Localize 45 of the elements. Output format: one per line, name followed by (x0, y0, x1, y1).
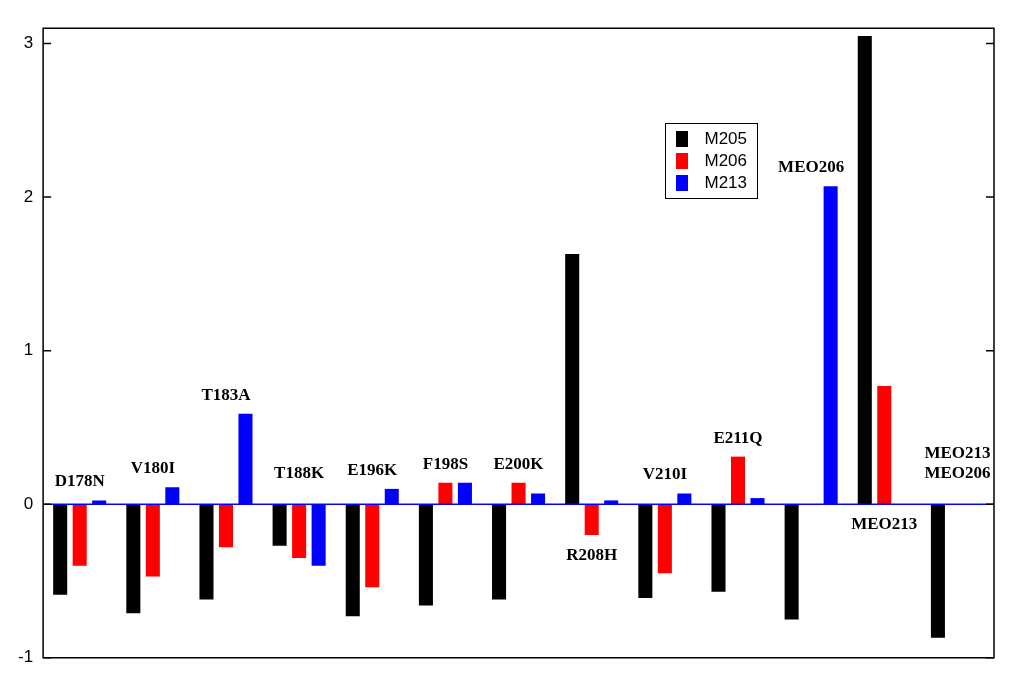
x-tick-label: R208H (566, 544, 618, 564)
x-tick-label: E200K (493, 453, 545, 473)
x-tick-label: V180I (130, 458, 176, 478)
bar (53, 504, 68, 595)
bar (657, 504, 672, 574)
bar (365, 504, 380, 588)
bar (145, 504, 160, 577)
legend-label: M213 (704, 172, 747, 194)
bar (877, 386, 892, 505)
bar (218, 504, 233, 548)
legend-label: M206 (704, 150, 747, 172)
x-tick-label: T188K (274, 463, 325, 483)
x-tick-label: F198S (422, 453, 469, 473)
x-tick-label: E196K (347, 459, 399, 479)
x-tick-label: MEO206 (778, 157, 845, 177)
x-tick-label: T183A (201, 384, 252, 404)
x-tick-label: MEO213 (851, 514, 918, 534)
bar (292, 504, 307, 558)
bar (565, 253, 580, 505)
x-tick-label: V210I (642, 464, 688, 484)
legend-label: M205 (704, 128, 747, 150)
bar (272, 504, 287, 546)
bar (418, 504, 433, 606)
bar (126, 504, 141, 614)
bar (784, 504, 799, 620)
x-tick-label: E211Q (713, 427, 763, 447)
bar (72, 504, 87, 566)
y-tick-label: 2 (23, 186, 34, 206)
y-tick-label: -1 (17, 647, 34, 667)
bar (730, 456, 746, 505)
y-tick-label: 1 (23, 340, 34, 360)
bar (584, 504, 599, 535)
y-tick-label: 3 (23, 33, 34, 53)
x-tick-label: MEO213 MEO206 (924, 443, 991, 483)
x-tick-label: D178N (54, 471, 106, 491)
bar (199, 504, 214, 600)
bar (492, 504, 507, 600)
bar (711, 504, 726, 592)
bar (638, 504, 653, 598)
bar (345, 504, 360, 617)
bar (511, 482, 526, 505)
bar (930, 504, 945, 638)
bar (438, 482, 453, 505)
bar (857, 35, 872, 505)
y-tick-label: 0 (23, 493, 34, 513)
